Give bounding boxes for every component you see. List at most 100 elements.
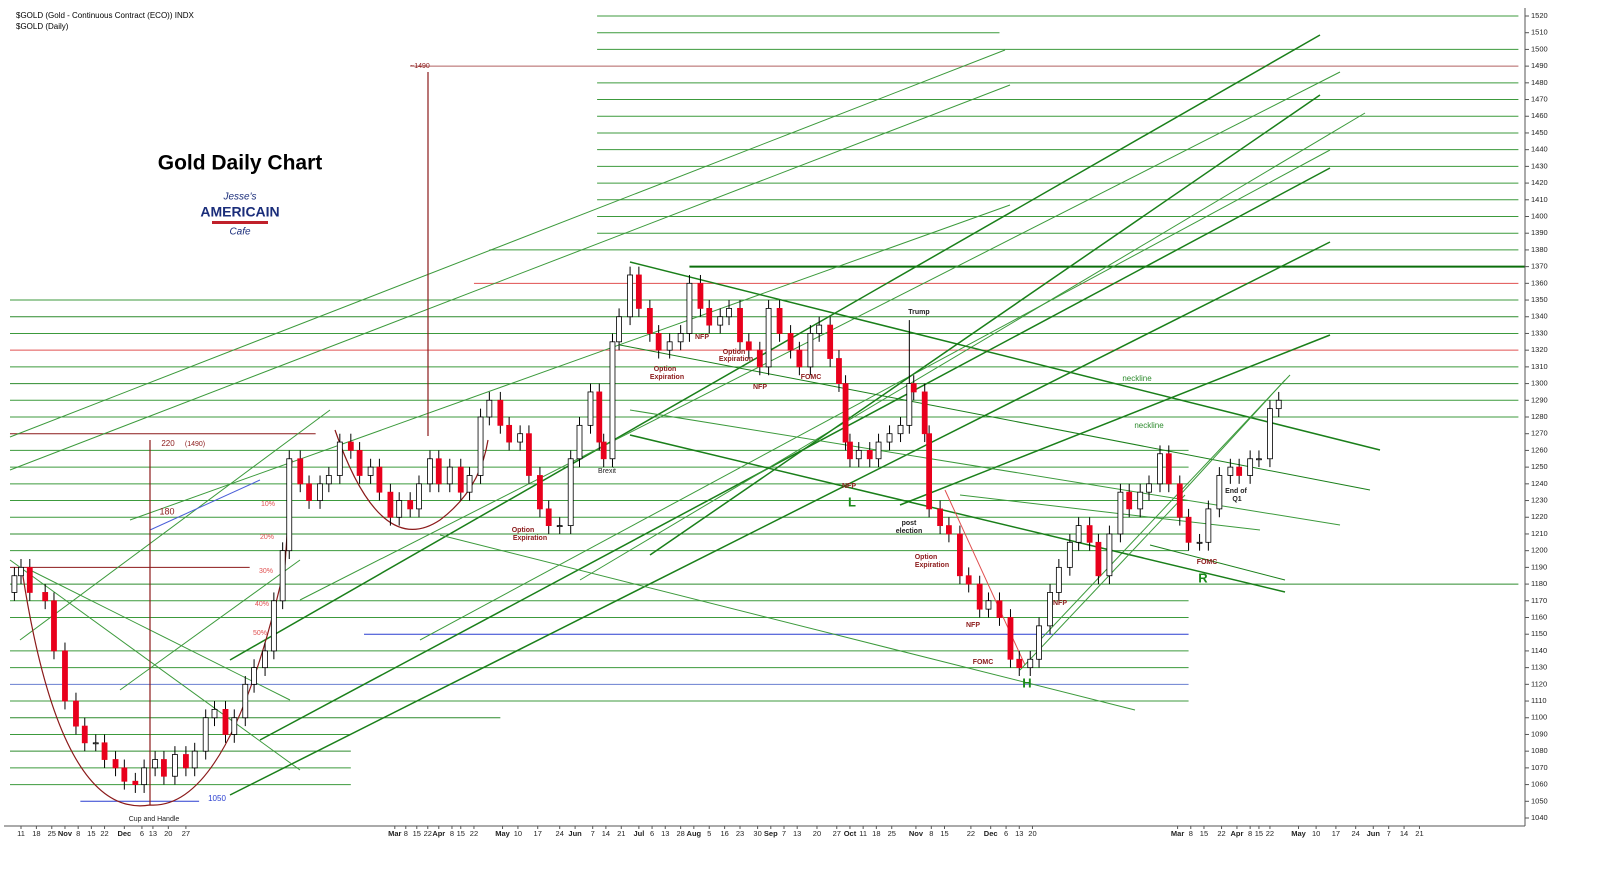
annotation: Option: [723, 349, 746, 356]
x-tick-label: Apr: [1230, 829, 1243, 838]
candle-body: [1216, 475, 1223, 510]
candle-body: [526, 433, 532, 476]
x-tick-label: 13: [1015, 829, 1023, 838]
x-tick-label: 5: [707, 829, 711, 838]
annotation: Option: [654, 366, 677, 373]
candle-body: [1247, 458, 1254, 476]
x-tick-label: 11: [17, 829, 25, 838]
candle-body: [396, 500, 403, 518]
x-tick-label: 18: [32, 829, 40, 838]
x-tick-label: 13: [793, 829, 801, 838]
candle-body: [1106, 533, 1113, 577]
candle-body: [1275, 399, 1282, 410]
candle-body: [937, 508, 944, 527]
candle-body: [242, 683, 249, 719]
candle-body: [325, 475, 332, 485]
logo-text: AMERICAIN: [200, 204, 279, 220]
x-tick-label: 20: [1028, 829, 1036, 838]
candle-body: [506, 424, 513, 443]
candle-body: [836, 358, 842, 384]
x-tick-label: 7: [591, 829, 595, 838]
candle-body: [897, 424, 904, 435]
y-tick-label: 1190: [1531, 562, 1547, 571]
candle-body: [796, 349, 803, 368]
candle-body: [435, 458, 442, 485]
y-tick-label: 1050: [1531, 796, 1548, 805]
y-tick-label: 1380: [1531, 245, 1548, 254]
x-tick-label: 27: [182, 829, 190, 838]
x-tick-label: Apr: [432, 829, 445, 838]
candle-body: [457, 466, 464, 493]
candle-body: [81, 725, 88, 744]
candle-body: [251, 667, 257, 685]
y-tick-label: 1150: [1531, 629, 1547, 638]
candle-body: [956, 533, 963, 577]
y-tick-label: 1310: [1531, 362, 1548, 371]
candle-body: [347, 441, 354, 451]
annotation: post: [902, 520, 917, 527]
candle-body: [172, 754, 178, 777]
x-tick-label: 17: [534, 829, 542, 838]
candle-body: [11, 575, 18, 593]
y-tick-label: 1510: [1531, 28, 1548, 37]
x-tick-label: 15: [413, 829, 421, 838]
candle-body: [567, 458, 574, 527]
candle-body: [211, 708, 218, 719]
annotation: H: [1022, 675, 1031, 690]
candle-body: [737, 307, 743, 343]
candle-body: [141, 767, 148, 785]
x-tick-label: May: [495, 829, 510, 838]
candle-body: [946, 525, 952, 535]
y-tick-label: 1520: [1531, 11, 1548, 20]
x-tick-label: 21: [1415, 829, 1423, 838]
x-tick-label: 20: [813, 829, 821, 838]
y-tick-label: 1400: [1531, 211, 1548, 220]
x-tick-label: 20: [164, 829, 172, 838]
candle-body: [807, 333, 814, 368]
y-tick-label: 1060: [1531, 780, 1548, 789]
x-tick-label: 13: [149, 829, 157, 838]
logo-text: Cafe: [229, 227, 251, 238]
candle-body: [101, 742, 108, 760]
x-tick-label: 10: [1312, 829, 1320, 838]
annotation: NFP: [695, 334, 709, 341]
candle-body: [466, 475, 473, 493]
candle-body: [985, 600, 992, 610]
x-tick-label: 27: [833, 829, 841, 838]
candle-body: [270, 600, 277, 652]
y-tick-label: 1240: [1531, 479, 1548, 488]
y-tick-label: 1200: [1531, 546, 1548, 555]
candle-body: [336, 441, 343, 476]
y-tick-label: 1280: [1531, 412, 1548, 421]
candle-body: [921, 391, 928, 435]
annotation: FOMC: [801, 374, 822, 381]
x-tick-label: 30: [753, 829, 761, 838]
annotation: Option: [915, 554, 938, 561]
annotation: 20%: [260, 534, 274, 541]
candle-body: [183, 754, 189, 769]
annotation: Option: [512, 527, 535, 534]
candle-body: [697, 282, 704, 309]
candle-body: [1066, 541, 1073, 568]
annotation: Expiration: [719, 356, 753, 363]
candle-body: [1086, 525, 1093, 543]
candle-body: [26, 566, 33, 593]
x-tick-label: Nov: [58, 829, 73, 838]
y-tick-label: 1120: [1531, 679, 1547, 688]
logo-stripe: [212, 221, 268, 224]
candle-body: [1236, 466, 1243, 476]
candle-body: [1126, 491, 1133, 510]
y-tick-label: 1410: [1531, 195, 1548, 204]
candle-body: [666, 341, 673, 351]
candle-body: [600, 441, 607, 460]
candle-body: [1267, 408, 1273, 460]
annotation: (1490): [185, 441, 205, 448]
x-tick-label: 7: [782, 829, 786, 838]
annotation: 1050: [208, 794, 226, 803]
annotation: 30%: [259, 568, 273, 575]
annotation: FOMC: [1197, 559, 1218, 566]
axis: 1040105010601070108010901100111011201130…: [4, 8, 1548, 838]
candle-body: [279, 550, 286, 602]
candle-body: [367, 466, 374, 476]
